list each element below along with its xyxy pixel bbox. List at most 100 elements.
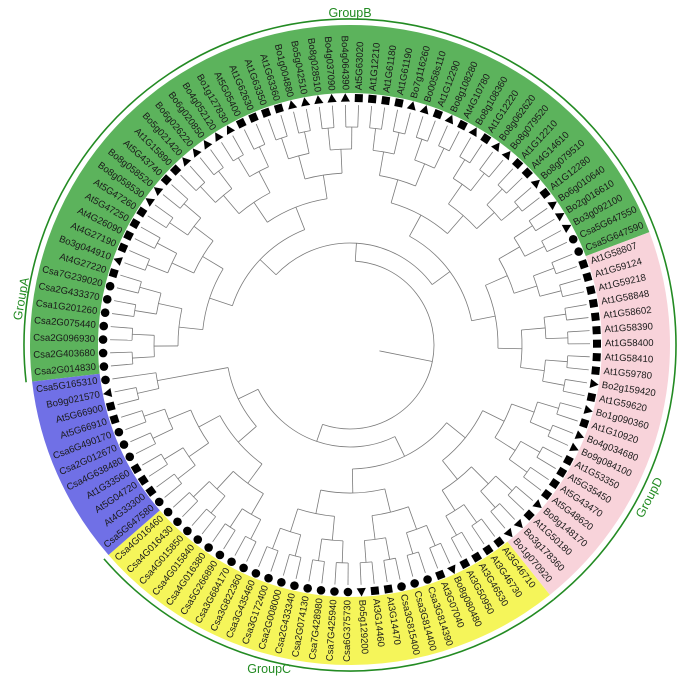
tree-branch [560,402,582,409]
leaf-marker-circle [193,535,203,544]
tree-branch [469,144,483,164]
tree-branch [129,250,150,260]
tree-branch [238,388,259,400]
tree-branch [562,390,585,397]
tree-branch [315,489,322,514]
tree-branch [438,125,448,146]
leaf-marker-triangle [513,518,523,529]
tree-branch [171,262,194,274]
leaf-marker-circle [114,427,124,437]
tree-branch [566,367,589,371]
tree-branch [243,129,255,150]
leaf-marker-square [592,352,601,362]
tree-branch [434,148,445,169]
leaf-marker-circle [154,497,164,507]
tree-branch [178,326,203,331]
tree-branch [258,546,268,568]
tree-branch [448,203,477,229]
tree-branch [223,530,236,550]
tree-branch [177,465,196,480]
tree-branch [210,149,224,168]
leaf-marker-triangle [561,224,572,233]
group-sectors [30,25,670,666]
leaf-marker-triangle [444,114,454,125]
tree-branch [409,214,422,237]
leaf-marker-circle [316,585,326,595]
tree-branch [147,264,168,274]
tree-branch [559,278,581,286]
tree-branch [298,130,311,134]
tree-branch [198,415,221,428]
tree-branch [251,493,264,515]
leaf-marker-circle [343,587,353,597]
tree-branch [450,537,462,558]
tree-branch [565,379,588,384]
leaf-marker-circle [204,543,213,552]
tree-branch [520,367,545,372]
tree-branch [459,137,472,157]
tree-branch [189,165,206,183]
tree-branch [200,186,216,203]
leaf-marker-circle [102,295,112,304]
tree-branch [229,508,243,528]
tree-branch [193,226,214,242]
tree-branch [394,436,405,457]
leaf-label: At1G58410 [604,352,653,365]
leaf-marker-square [169,164,182,176]
leaf-marker-circle [303,584,312,593]
tree-branch [551,253,573,263]
leaf-marker-square [235,117,247,129]
tree-branch [164,447,184,460]
leaf-marker-square [136,206,148,218]
leaf-label: Csa2G075440 [34,315,97,331]
tree-branch [446,422,466,439]
leaf-marker-triangle [583,404,593,414]
tree-branch [485,275,508,286]
tree-branch [234,536,246,556]
leaf-marker-square [591,366,601,376]
leaf-marker-square [367,94,377,104]
leaf-marker-square [105,401,116,412]
leaf-marker-square [592,339,602,348]
leaf-label: At1G12210 [368,42,383,91]
leaf-marker-triangle [215,132,224,142]
tree-branch [110,326,133,329]
leaf-marker-triangle [327,93,337,103]
leaf-label: At1G58602 [603,305,652,321]
tree-branch [383,560,388,583]
tree-branch [514,187,532,203]
tree-branch [545,359,568,363]
tree-branch [190,409,209,444]
leaf-marker-triangle [501,151,511,161]
tree-branch [480,490,496,508]
tree-branch [390,179,399,203]
tree-branch [562,379,566,392]
tree-branch [124,262,146,271]
tree-branch [221,142,234,162]
tree-branch [218,170,233,189]
leaf-marker-triangle [491,142,500,153]
tree-branch [415,116,424,138]
leaf-label: Csa2G014830 [34,362,97,378]
tree-branch [372,128,376,151]
tree-branch [318,538,323,561]
tree-branch [442,460,458,480]
tree-branch [282,554,290,576]
tree-branch [154,237,161,249]
tree-branch [160,453,168,465]
tree-branch [139,286,162,294]
tree-branch [120,274,142,282]
tree-branch [152,428,174,439]
tree-branch [479,151,494,170]
leaf-marker-square [582,272,593,283]
leaf-label: Csa2G096930 [33,333,95,345]
leaf-marker-square [459,558,471,570]
leaf-marker-square [590,312,600,322]
tree-branch [182,500,199,518]
tree-branch [406,555,414,577]
leaf-marker-triangle [574,430,585,439]
tree-branch [515,485,534,501]
leaf-label: At1G59780 [603,366,652,382]
leaf-marker-triangle [192,148,202,158]
group-arc-C [103,558,555,672]
